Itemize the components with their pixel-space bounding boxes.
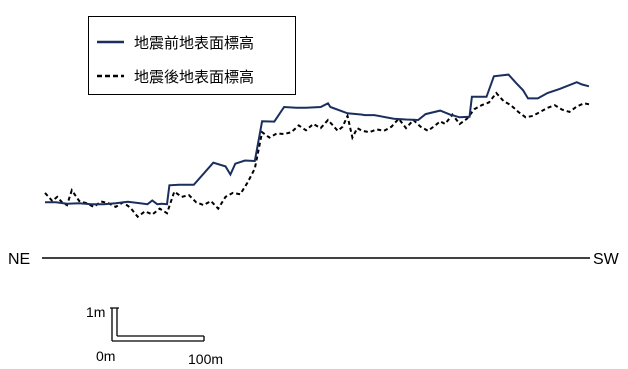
- legend-label-after: 地震後地表面標高: [134, 68, 254, 86]
- scale-bar: 1m 0m 100m: [86, 304, 223, 367]
- scale-label-origin: 0m: [96, 348, 115, 364]
- legend-box: [88, 16, 296, 95]
- direction-label-ne: NE: [8, 251, 30, 268]
- legend: 地震前地表面標高 地震後地表面標高: [88, 16, 296, 95]
- series-line-after: [44, 91, 590, 219]
- scale-label-vertical: 1m: [86, 304, 105, 320]
- scale-bar-vertical: [110, 307, 205, 342]
- direction-label-sw: SW: [593, 251, 620, 268]
- scale-label-horizontal: 100m: [188, 351, 223, 367]
- legend-label-before: 地震前地表面標高: [134, 34, 254, 52]
- series-line-before: [45, 73, 590, 206]
